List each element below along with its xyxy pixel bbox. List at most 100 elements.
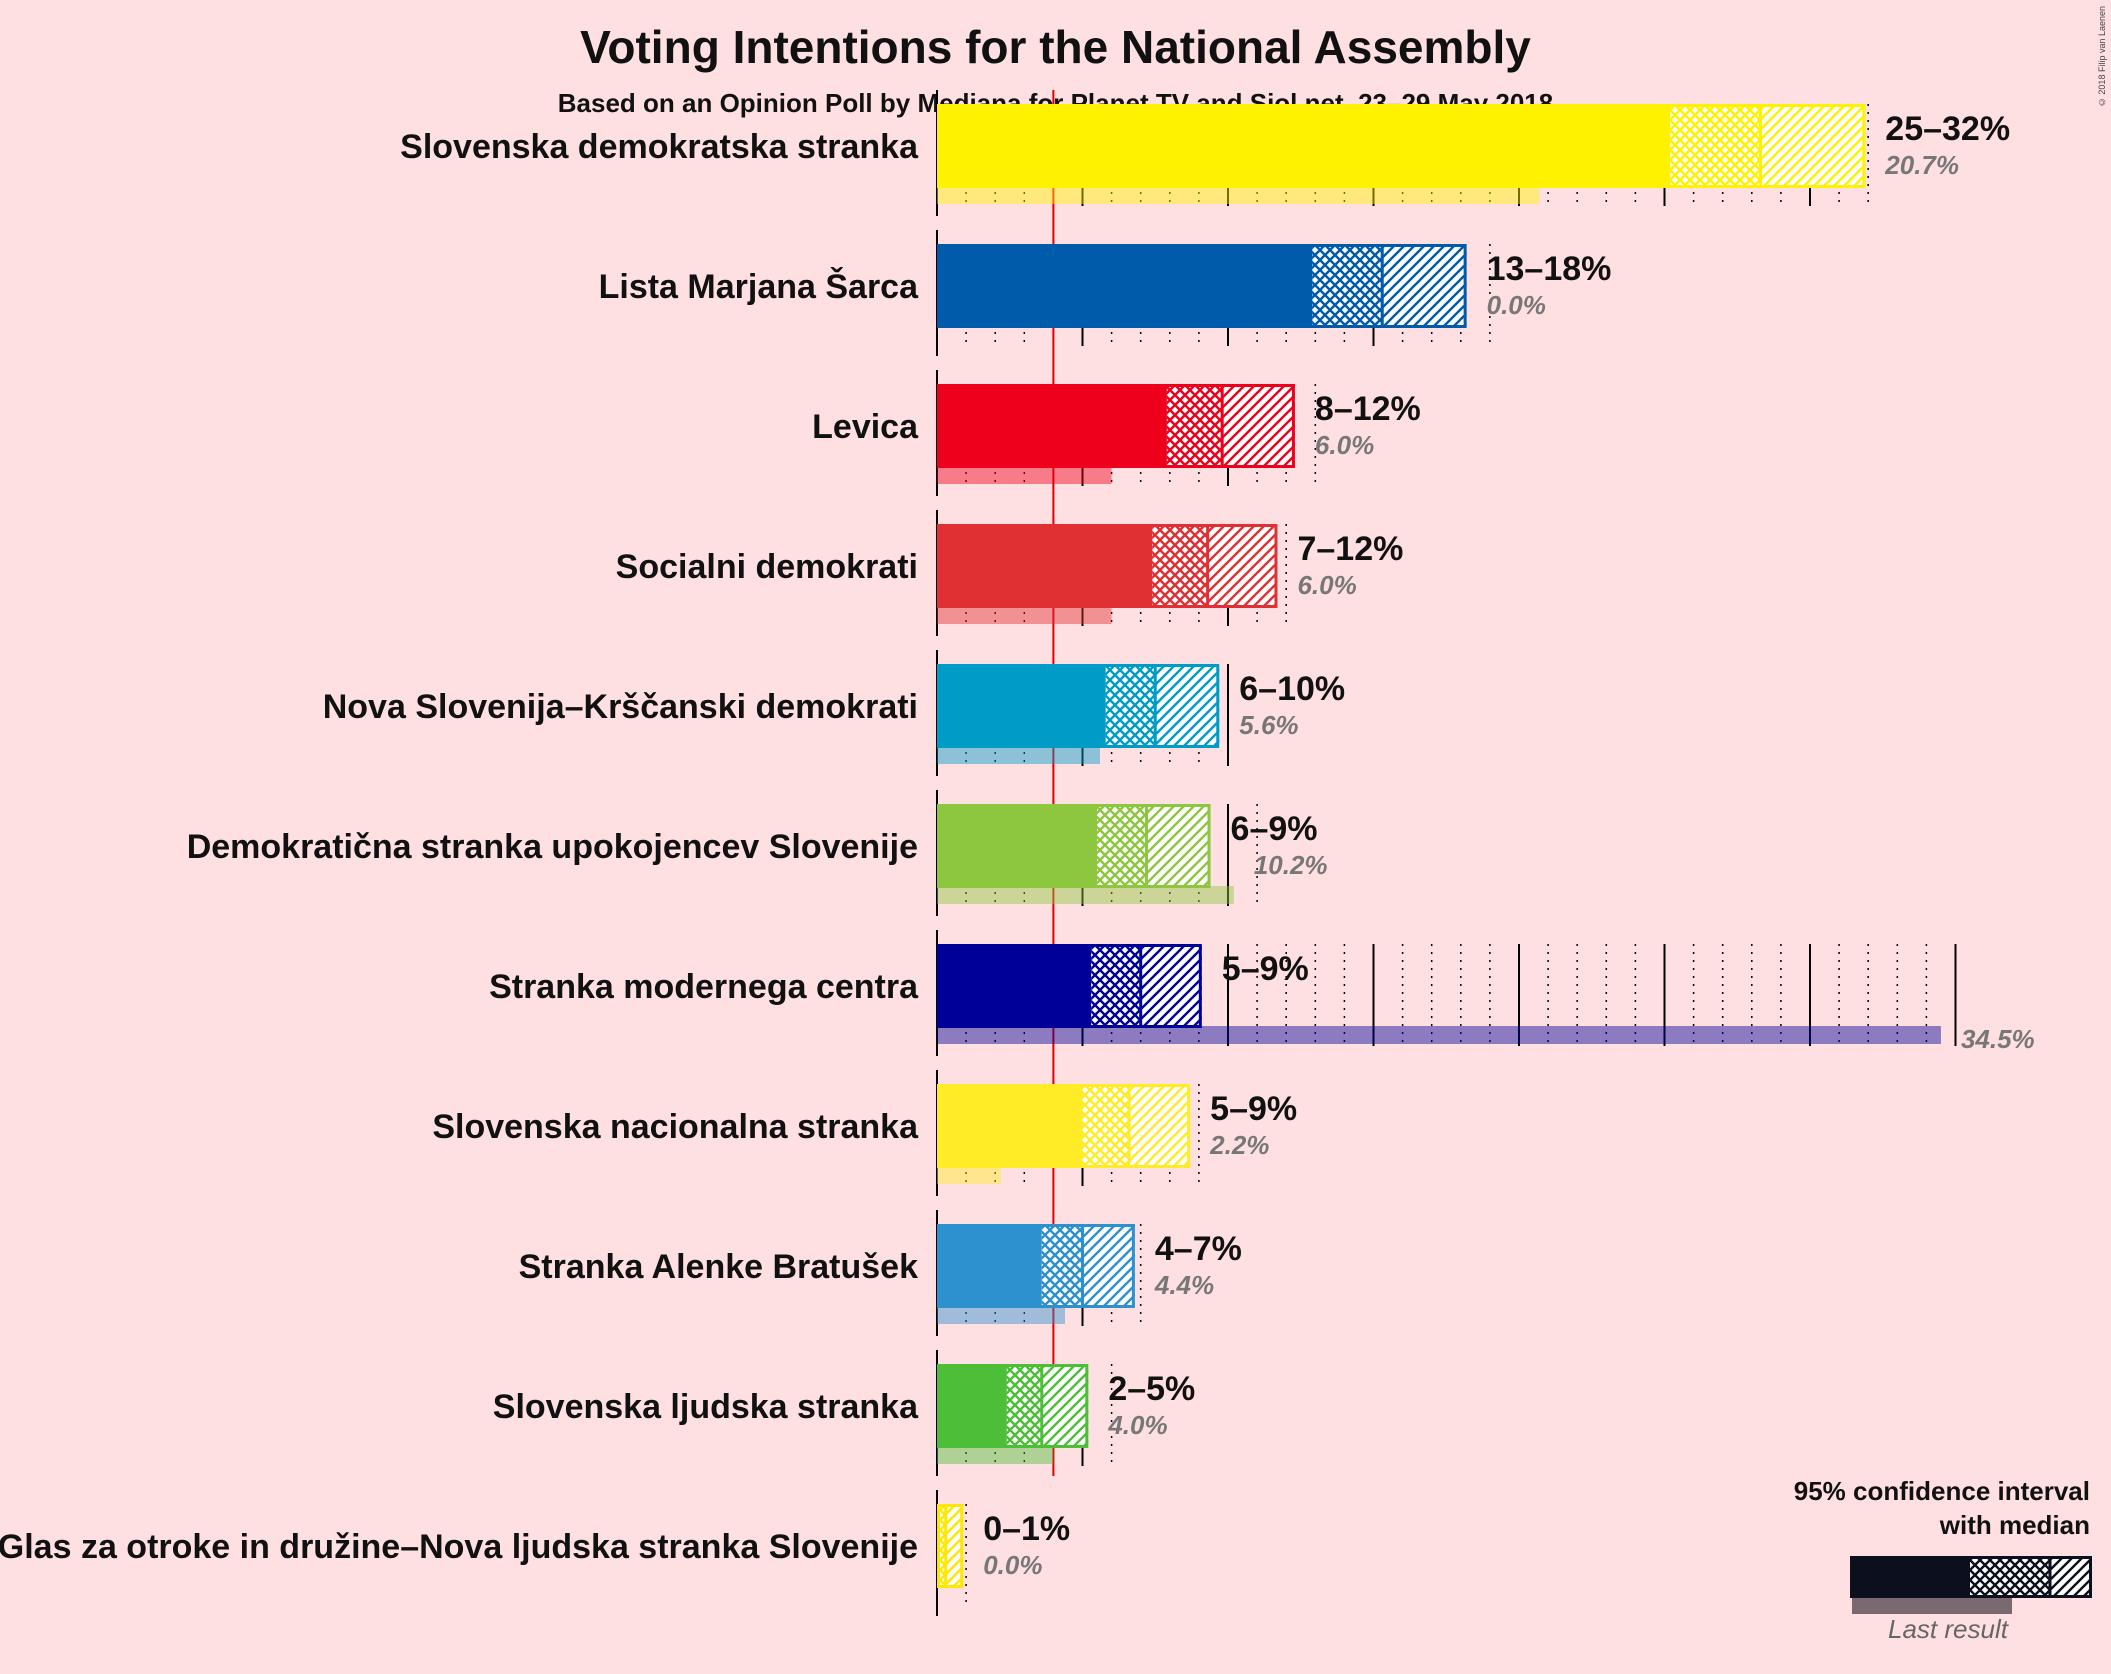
ci-lower-hatch [1166, 384, 1223, 468]
legend: 95% confidence interval with median Last… [1780, 1468, 2100, 1668]
ci-solid-bar [937, 944, 1092, 1028]
last-result-label: 2.2% [1209, 1130, 1269, 1160]
party-name: Slovenska ljudska stranka [493, 1388, 919, 1426]
ci-solid-bar [937, 804, 1098, 888]
legend-cross [1970, 1556, 2050, 1598]
ci-solid-bar [937, 1224, 1042, 1308]
ci-lower-hatch [1670, 104, 1761, 188]
ci-solid-bar [937, 384, 1167, 468]
ci-lower-hatch [1105, 664, 1156, 748]
legend-title-line1: 95% confidence interval [1793, 1476, 2090, 1506]
ci-upper-hatch [1760, 104, 1866, 188]
range-label: 7–12% [1297, 530, 1403, 568]
ci-lower-hatch [1006, 1364, 1042, 1448]
ci-lower-hatch [1097, 804, 1147, 888]
ci-upper-hatch [1146, 804, 1211, 888]
ci-outline [937, 244, 1467, 328]
legend-hatch [2050, 1556, 2092, 1598]
ci-upper-hatch [1155, 664, 1220, 748]
party-name: Socialni demokrati [616, 548, 918, 586]
ci-solid-bar [937, 524, 1153, 608]
range-label: 2–5% [1108, 1370, 1195, 1408]
legend-last-result-label: Last result [1888, 1614, 2008, 1644]
ci-outline [937, 1224, 1135, 1308]
ci-outline [937, 524, 1278, 608]
ci-upper-hatch [1140, 944, 1202, 1028]
legend-graphic [1850, 1556, 2092, 1614]
ci-upper-hatch [1082, 1224, 1135, 1308]
ci-lower-hatch [1082, 1084, 1130, 1168]
last-result-label: 6.0% [1315, 430, 1374, 460]
ci-solid-bar [937, 104, 1671, 188]
range-label: 5–9% [1222, 950, 1309, 988]
party-name: Slovenska nacionalna stranka [432, 1108, 919, 1146]
range-label: 25–32% [1885, 110, 2010, 148]
party-name: Glas za otroke in družine–Nova ljudska s… [0, 1528, 918, 1566]
last-result-label: 0.0% [1487, 290, 1546, 320]
last-result-label: 4.4% [1154, 1270, 1214, 1300]
ci-upper-hatch [945, 1504, 964, 1588]
last-result-label: 0.0% [983, 1550, 1042, 1580]
ci-outline [937, 664, 1220, 748]
ci-solid-bar [937, 1084, 1083, 1168]
legend-last-result-bar [1852, 1598, 2012, 1614]
last-result-bar [937, 1306, 1066, 1324]
legend-title: 95% confidence interval with median [1794, 1474, 2090, 1542]
party-name: Slovenska demokratska stranka [400, 128, 919, 166]
chart-title: Voting Intentions for the National Assem… [580, 21, 1531, 73]
ci-outline [937, 384, 1295, 468]
last-result-label: 5.6% [1239, 710, 1298, 740]
last-result-bar [937, 466, 1112, 484]
ci-outline [937, 944, 1202, 1028]
legend-title-line2: with median [1939, 1510, 2090, 1540]
ci-solid-bar [937, 1364, 1007, 1448]
last-result-label: 6.0% [1297, 570, 1356, 600]
party-name: Stranka Alenke Bratušek [519, 1248, 918, 1286]
range-label: 6–9% [1231, 810, 1318, 848]
range-label: 13–18% [1487, 250, 1612, 288]
party-name: Stranka modernega centra [489, 968, 919, 1006]
ci-solid-bar [937, 664, 1106, 748]
ci-outline [937, 104, 1866, 188]
ci-solid-bar [937, 244, 1313, 328]
range-label: 6–10% [1239, 670, 1345, 708]
last-result-bar [937, 886, 1234, 904]
bars-layer [937, 104, 1941, 1588]
last-result-label: 4.0% [1107, 1410, 1167, 1440]
ci-outline [937, 1504, 964, 1588]
last-result-bar [937, 1446, 1054, 1464]
labels-layer: Slovenska demokratska stranka 25–32%20.7%… [0, 110, 2035, 1580]
last-result-bar [937, 186, 1540, 204]
ci-upper-hatch [1041, 1364, 1089, 1448]
ci-outline [937, 804, 1211, 888]
ci-upper-hatch [1222, 384, 1295, 468]
last-result-label: 20.7% [1884, 150, 1959, 180]
ci-outline [937, 1364, 1089, 1448]
party-name: Levica [812, 408, 919, 446]
ci-lower-hatch [1152, 524, 1208, 608]
ci-lower-hatch [1312, 244, 1383, 328]
ci-lower-hatch [939, 1504, 946, 1588]
range-label: 5–9% [1210, 1090, 1297, 1128]
range-label: 0–1% [983, 1510, 1070, 1548]
party-name: Lista Marjana Šarca [599, 267, 919, 306]
legend-solid [1850, 1556, 1970, 1598]
last-result-bar [937, 1166, 1002, 1184]
ci-upper-hatch [1207, 524, 1278, 608]
range-label: 8–12% [1315, 390, 1421, 428]
party-name: Nova Slovenija–Krščanski demokrati [323, 688, 918, 726]
range-label: 4–7% [1155, 1230, 1242, 1268]
last-result-bar [937, 1026, 1941, 1044]
ci-outline [937, 1084, 1191, 1168]
ci-upper-hatch [1129, 1084, 1191, 1168]
legend-outline [1850, 1556, 2092, 1598]
ci-lower-hatch [1091, 944, 1141, 1028]
party-name: Demokratična stranka upokojencev Sloveni… [187, 828, 918, 866]
ci-lower-hatch [1041, 1224, 1083, 1308]
last-result-label: 34.5% [1961, 1024, 2035, 1054]
last-result-bar [937, 606, 1112, 624]
last-result-bar [937, 746, 1100, 764]
last-result-label: 10.2% [1254, 850, 1328, 880]
ci-upper-hatch [1382, 244, 1467, 328]
